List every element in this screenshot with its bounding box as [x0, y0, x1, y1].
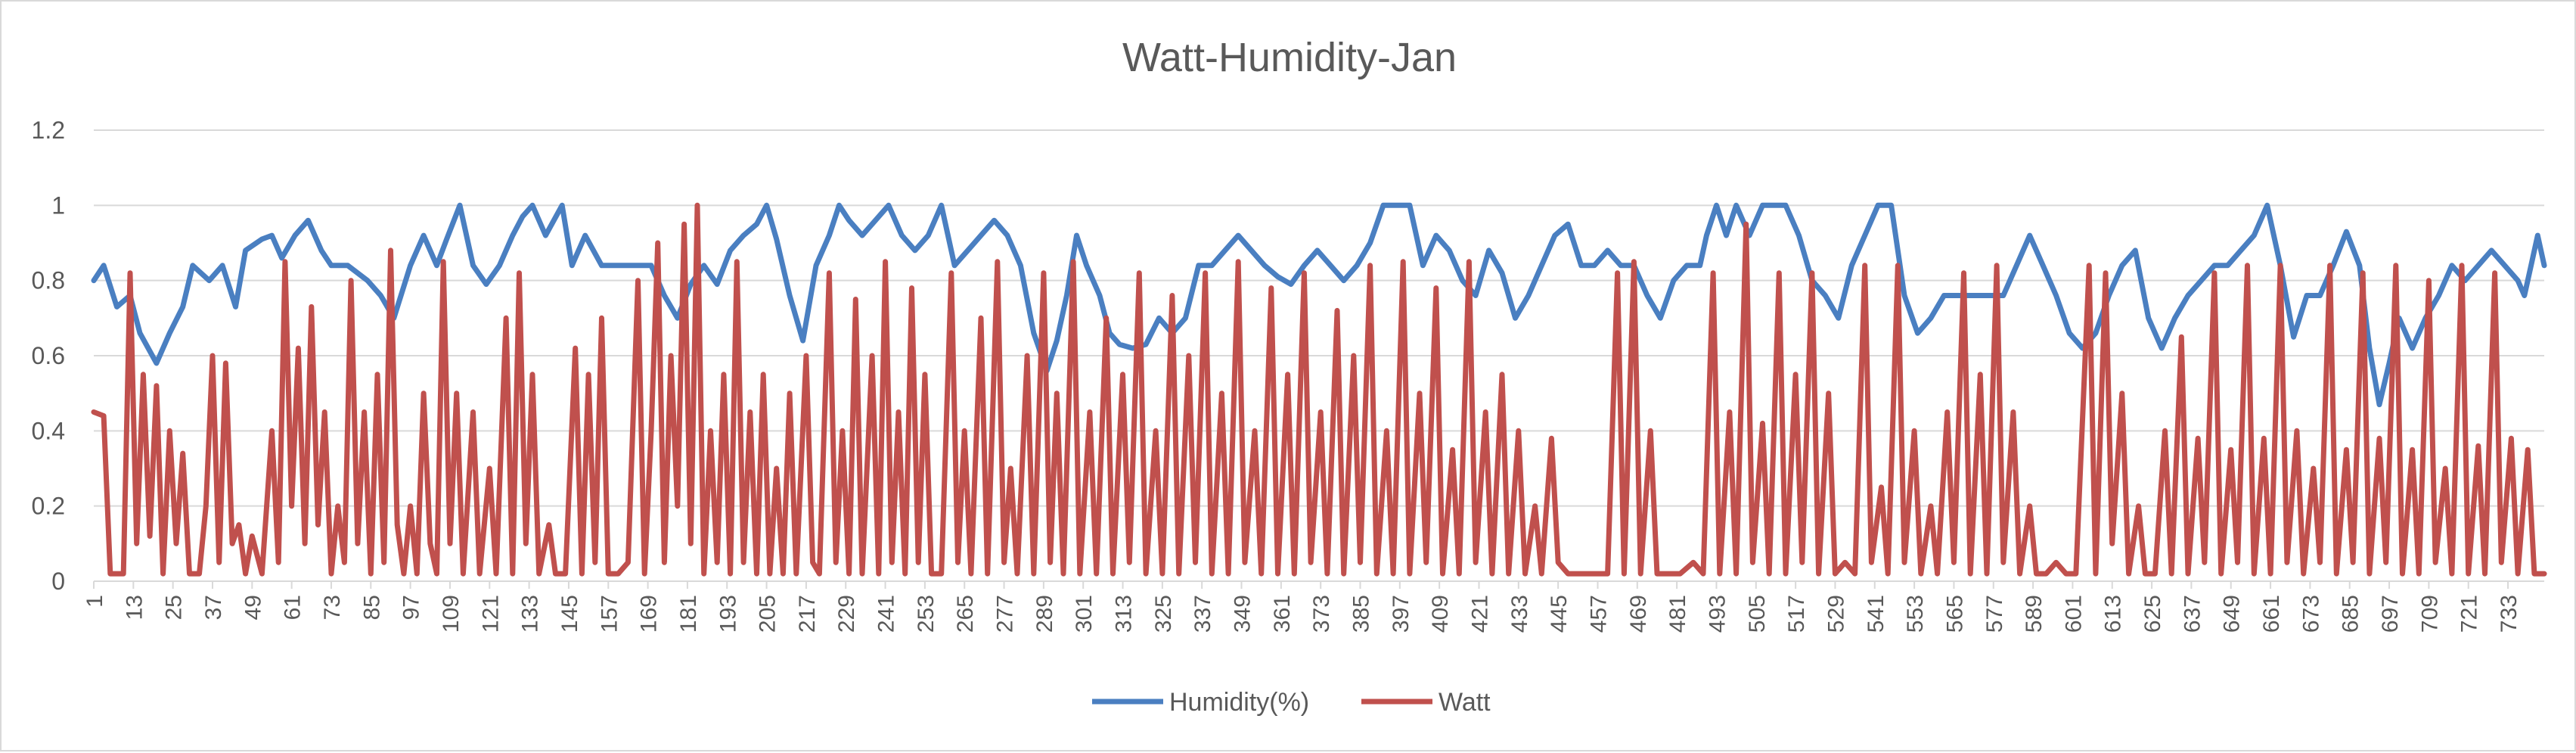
- x-tick-label: 49: [241, 595, 265, 620]
- x-tick-label: 205: [756, 595, 781, 633]
- x-tick-label: 349: [1231, 595, 1255, 633]
- x-tick-label: 733: [2497, 595, 2522, 633]
- x-tick-label: 565: [1942, 595, 1967, 633]
- x-tick-label: 409: [1428, 595, 1453, 633]
- x-tick-label: 661: [2259, 595, 2284, 633]
- legend: Humidity(%) Watt: [1092, 688, 1491, 717]
- y-tick-label: 0.6: [32, 342, 65, 369]
- watt-series-line: [91, 202, 2547, 577]
- x-tick-label: 301: [1072, 595, 1097, 633]
- x-tick-label: 193: [715, 595, 740, 633]
- x-tick-label: 157: [597, 595, 622, 633]
- x-tick-label: 541: [1864, 595, 1889, 633]
- x-tick-label: 181: [676, 595, 701, 633]
- x-tick-label: 289: [1032, 595, 1057, 633]
- x-tick-label: 721: [2457, 595, 2482, 633]
- x-tick-label: 361: [1270, 595, 1295, 633]
- x-tick-label: 673: [2298, 595, 2323, 633]
- x-tick-label: 529: [1823, 595, 1848, 633]
- x-tick-label: 253: [914, 595, 939, 633]
- x-tick-label: 481: [1665, 595, 1690, 633]
- x-tick-label: 265: [953, 595, 978, 633]
- y-axis-ticks: 0 0.2 0.4 0.6 0.8 1 1.2: [32, 117, 65, 595]
- x-tick-label: 85: [359, 595, 384, 620]
- x-tick-label: 421: [1467, 595, 1492, 633]
- x-tick-label: 325: [1151, 595, 1176, 633]
- x-tick-label: 685: [2339, 595, 2363, 633]
- x-tick-label: 649: [2220, 595, 2245, 633]
- x-tick-label: 109: [439, 595, 464, 633]
- y-tick-label: 1.2: [32, 117, 65, 144]
- x-tick-label: 433: [1507, 595, 1532, 633]
- x-tick-label: 709: [2417, 595, 2442, 633]
- x-tick-label: 553: [1903, 595, 1928, 633]
- x-tick-label: 697: [2378, 595, 2403, 633]
- x-tick-label: 493: [1705, 595, 1730, 633]
- x-tick-label: 577: [1982, 595, 2007, 633]
- humidity-series-line: [91, 202, 2547, 408]
- x-tick-label: 13: [122, 595, 147, 620]
- x-tick-label: 637: [2180, 595, 2205, 633]
- x-tick-label: 25: [162, 595, 187, 620]
- x-tick-label: 505: [1745, 595, 1770, 633]
- x-tick-label: 73: [320, 595, 345, 620]
- x-tick-label: 469: [1626, 595, 1651, 633]
- x-tick-label: 589: [2022, 595, 2047, 633]
- x-tick-label: 229: [834, 595, 859, 633]
- x-tick-label: 601: [2061, 595, 2086, 633]
- series-lines: [91, 202, 2547, 577]
- y-tick-label: 0.2: [32, 493, 65, 520]
- x-tick-label: 37: [201, 595, 226, 620]
- x-tick-label: 61: [281, 595, 306, 620]
- chart-title: Watt-Humidity-Jan: [1122, 35, 1457, 80]
- x-tick-label: 337: [1190, 595, 1215, 633]
- x-tick-label: 457: [1586, 595, 1611, 633]
- x-tick-label: 169: [637, 595, 662, 633]
- x-tick-label: 97: [399, 595, 424, 620]
- x-tick-label: 133: [518, 595, 543, 633]
- x-tick-label: 217: [795, 595, 820, 633]
- x-tick-label: 385: [1349, 595, 1374, 633]
- y-tick-label: 1: [51, 191, 65, 219]
- x-tick-label: 625: [2140, 595, 2165, 633]
- x-tick-label: 613: [2101, 595, 2126, 633]
- x-tick-label: 121: [478, 595, 503, 633]
- y-tick-label: 0.8: [32, 267, 65, 294]
- legend-label-watt: Watt: [1439, 688, 1491, 717]
- legend-label-humidity: Humidity(%): [1169, 688, 1309, 717]
- x-tick-label: 373: [1309, 595, 1334, 633]
- x-tick-label: 445: [1547, 595, 1572, 633]
- y-tick-label: 0: [51, 568, 65, 595]
- x-tick-label: 277: [993, 595, 1018, 633]
- x-axis-ticks: 1 13 25 37 49 61 73 85 97 109 121 133 145 157 169 181 19…: [82, 581, 2522, 633]
- x-tick-label: 1: [82, 595, 107, 608]
- x-tick-label: 397: [1389, 595, 1414, 633]
- x-tick-label: 145: [557, 595, 582, 633]
- y-tick-label: 0.4: [32, 417, 65, 444]
- x-tick-label: 313: [1112, 595, 1137, 633]
- x-tick-label: 241: [874, 595, 899, 633]
- x-tick-label: 517: [1784, 595, 1809, 633]
